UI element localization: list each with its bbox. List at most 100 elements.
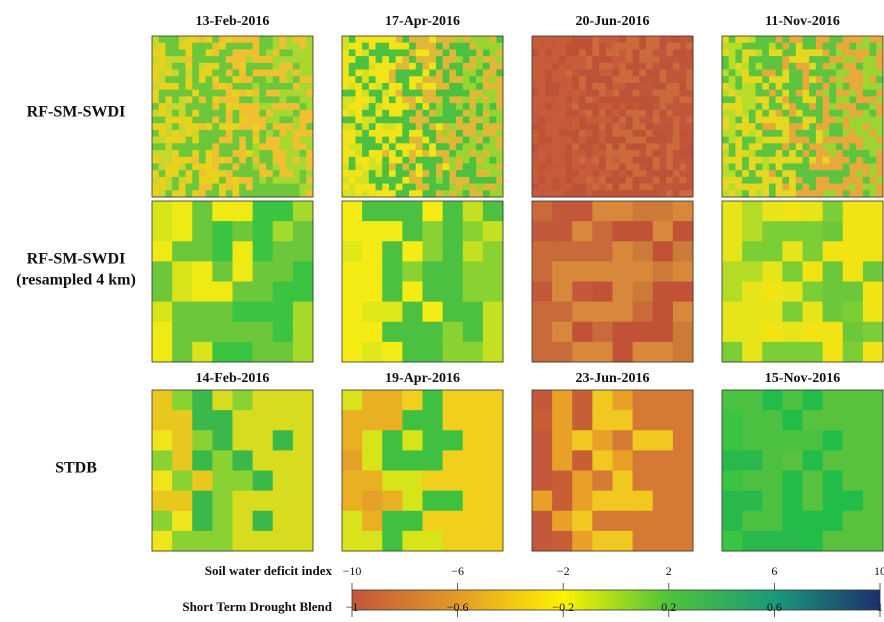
- map-cell: [652, 341, 674, 363]
- map-cell: [286, 183, 294, 191]
- map-cell: [789, 89, 797, 97]
- map-cell: [659, 76, 667, 84]
- map-cell: [496, 129, 504, 138]
- map-cell: [862, 510, 884, 532]
- map-cell: [722, 510, 743, 532]
- map-cell: [442, 123, 450, 131]
- map-cell: [735, 116, 743, 124]
- tick-label: 6: [771, 564, 777, 578]
- map-cell: [469, 49, 477, 57]
- map-border: [721, 200, 884, 363]
- map-cell: [686, 49, 694, 57]
- map-cell: [429, 89, 437, 97]
- map-cell: [612, 183, 620, 191]
- map-cell: [802, 241, 824, 262]
- map-cell: [722, 430, 743, 451]
- map-cell: [449, 89, 457, 97]
- map-cell: [599, 49, 607, 57]
- map-cell: [422, 221, 444, 242]
- map-cell: [809, 89, 817, 97]
- map-cell: [245, 96, 254, 104]
- map-cell: [375, 170, 383, 178]
- map-cell: [259, 150, 267, 158]
- map-cell: [259, 116, 267, 124]
- map-cell: [252, 470, 274, 492]
- map-cell: [272, 301, 294, 323]
- map-cell: [449, 96, 457, 104]
- map-cell: [646, 136, 654, 144]
- map-cell: [842, 190, 850, 198]
- map-cell: [802, 129, 810, 138]
- map-cell: [809, 163, 817, 171]
- map-cell: [382, 56, 390, 64]
- map-cell: [686, 116, 694, 124]
- map-cell: [442, 510, 464, 532]
- map-cell: [672, 42, 681, 50]
- map-cell: [768, 156, 777, 164]
- map-cell: [198, 129, 207, 138]
- map-cell: [552, 42, 560, 50]
- map-cell: [266, 56, 274, 64]
- map-cell: [362, 201, 383, 222]
- map-cell: [476, 190, 484, 198]
- map-cell: [212, 410, 233, 431]
- map-cell: [192, 163, 200, 171]
- map-cell: [469, 103, 477, 111]
- map-cell: [748, 82, 757, 91]
- map-cell: [849, 150, 857, 158]
- map-cell: [565, 163, 573, 171]
- map-cell: [429, 82, 437, 91]
- map-cell: [646, 49, 654, 57]
- map-cell: [172, 170, 180, 178]
- map-cell: [225, 82, 233, 91]
- map-cell: [198, 49, 207, 57]
- map-cell: [775, 156, 783, 164]
- map-cell: [532, 123, 540, 131]
- map-cell: [462, 183, 470, 191]
- map-cell: [489, 150, 497, 158]
- map-cell: [489, 96, 497, 104]
- map-cell: [375, 42, 383, 50]
- map-cell: [158, 156, 166, 164]
- map-cell: [259, 109, 267, 117]
- map-cell: [742, 321, 763, 343]
- map-cell: [552, 116, 560, 124]
- map-cell: [552, 156, 560, 164]
- map-cell: [362, 301, 383, 323]
- map-cell: [742, 36, 750, 44]
- map-cell: [572, 301, 593, 323]
- map-cell: [722, 261, 743, 282]
- map-cell: [252, 221, 274, 242]
- map-cell: [545, 163, 553, 171]
- map-cell: [552, 36, 560, 44]
- map-cell: [862, 450, 884, 471]
- map-cell: [842, 76, 850, 84]
- map-cell: [558, 49, 567, 57]
- map-cell: [842, 103, 850, 111]
- map-cell: [442, 116, 450, 124]
- map-cell: [639, 123, 647, 131]
- map-cell: [565, 89, 573, 97]
- map-cell: [225, 62, 233, 71]
- map-cell: [429, 190, 437, 198]
- map-cell: [672, 163, 681, 171]
- map-cell: [165, 69, 173, 77]
- map-cell: [768, 109, 777, 117]
- map-cell: [212, 176, 220, 185]
- map-cell: [585, 56, 593, 64]
- map-cell: [632, 341, 654, 363]
- map-cell: [192, 241, 213, 262]
- map-cell: [225, 143, 233, 151]
- map-cell: [742, 42, 750, 50]
- map-cell: [286, 103, 294, 111]
- map-cell: [565, 56, 573, 64]
- map-cell: [842, 321, 864, 343]
- map-cell: [279, 62, 287, 71]
- map-cell: [625, 176, 634, 185]
- map-cell: [789, 170, 797, 178]
- map-cell: [245, 190, 254, 198]
- map-cell: [809, 183, 817, 191]
- map-cell: [245, 150, 254, 158]
- map-cell: [775, 116, 783, 124]
- map-cell: [469, 36, 477, 44]
